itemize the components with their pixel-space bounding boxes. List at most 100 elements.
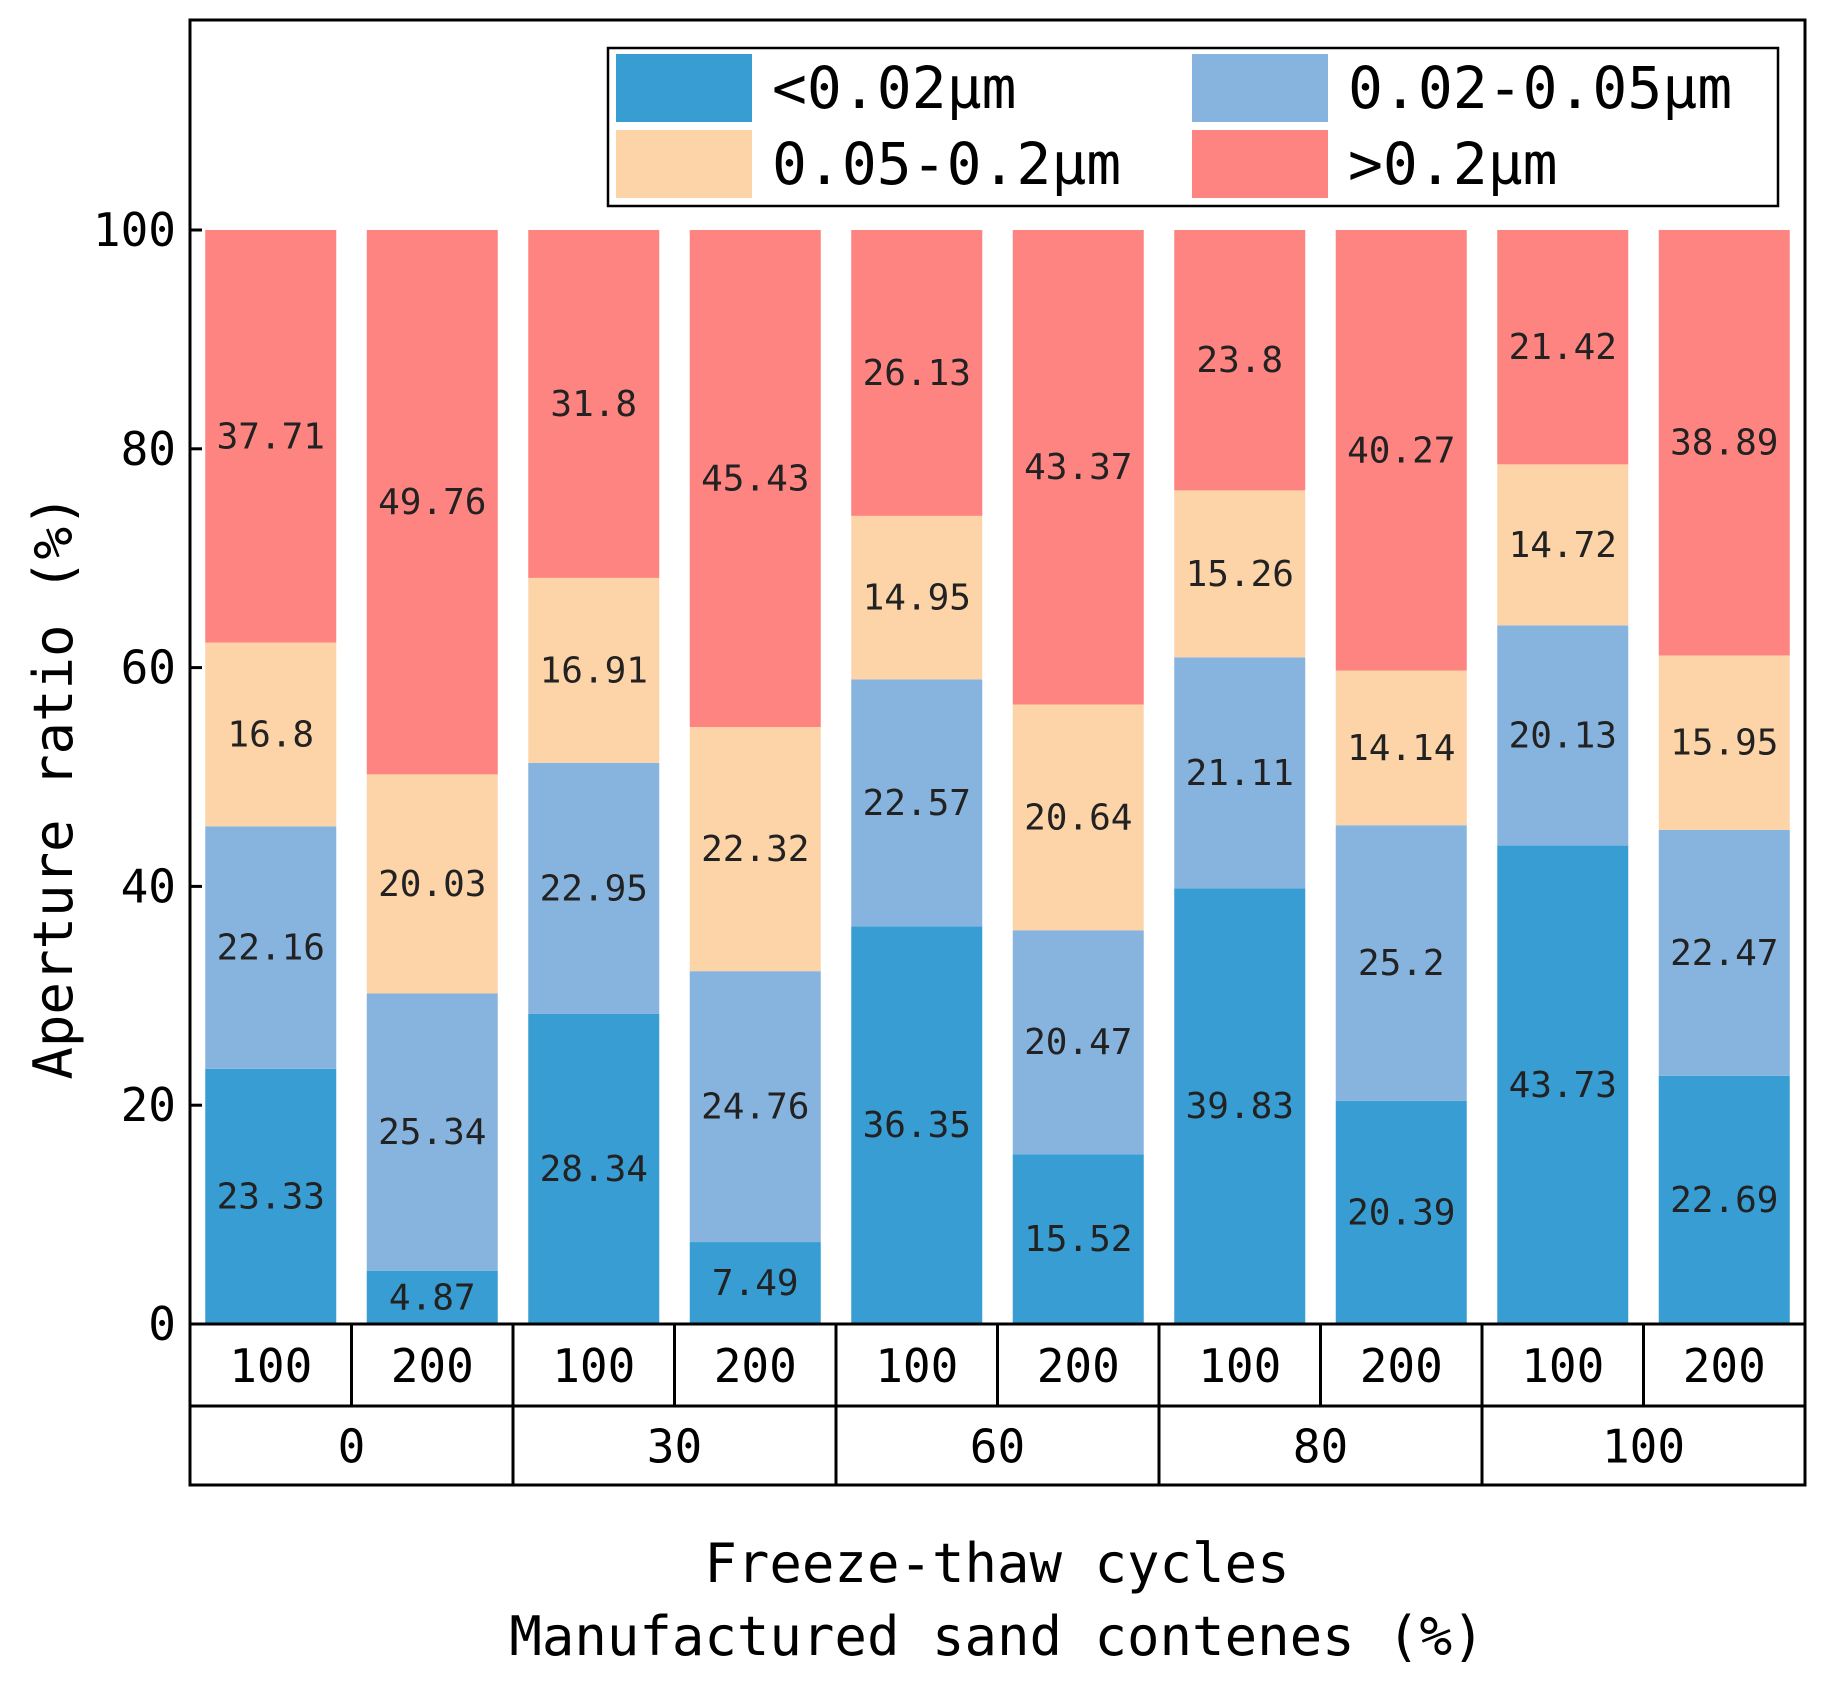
data-label-1-0: 22.16 — [217, 928, 325, 969]
x-tick-label: 100 — [1521, 1339, 1604, 1393]
x-group-label: 0 — [338, 1420, 366, 1474]
y-tick-label: 40 — [121, 859, 176, 913]
x-tick-label: 100 — [229, 1339, 312, 1393]
bar-segment-3-3 — [689, 230, 821, 728]
x-axis-title-line-2: Manufactured sand contenes (%) — [509, 1605, 1484, 1668]
bar-segment-2-9 — [1658, 655, 1790, 830]
data-label-0-1: 4.87 — [389, 1277, 476, 1318]
bar-segment-2-7 — [1335, 670, 1467, 826]
bar-segment-0-2 — [528, 1013, 660, 1324]
bar-segment-0-8 — [1497, 845, 1629, 1324]
x-group-label: 100 — [1602, 1420, 1685, 1474]
y-tick-label: 100 — [93, 203, 176, 257]
bar-segment-2-3 — [689, 727, 821, 972]
data-label-2-7: 14.14 — [1347, 728, 1455, 769]
legend-label-3: >0.2μm — [1348, 130, 1558, 198]
data-label-0-0: 23.33 — [217, 1176, 325, 1217]
x-group-label: 30 — [647, 1420, 702, 1474]
bar-segment-0-3 — [689, 1242, 821, 1324]
y-tick-label: 20 — [121, 1078, 176, 1132]
data-label-1-7: 25.2 — [1358, 943, 1445, 984]
data-label-2-9: 15.95 — [1670, 723, 1778, 764]
bar-segment-1-1 — [366, 993, 498, 1271]
legend-swatch-0 — [616, 54, 752, 122]
data-label-3-2: 31.8 — [550, 384, 637, 425]
x-tick-label: 200 — [714, 1339, 797, 1393]
bar-segment-2-0 — [205, 642, 337, 827]
x-group-label: 60 — [970, 1420, 1025, 1474]
bar-segment-1-0 — [205, 826, 337, 1069]
bar-segment-3-5 — [1012, 230, 1144, 705]
legend-swatch-1 — [1192, 54, 1328, 122]
bar-segment-0-9 — [1658, 1075, 1790, 1324]
x-tick-label: 100 — [1198, 1339, 1281, 1393]
data-label-1-1: 25.34 — [378, 1112, 486, 1153]
data-label-2-1: 20.03 — [378, 864, 486, 905]
data-label-2-6: 15.26 — [1186, 554, 1294, 595]
data-label-2-5: 20.64 — [1024, 797, 1132, 838]
bar-segment-2-8 — [1497, 464, 1629, 626]
bar-segment-2-2 — [528, 577, 660, 763]
x-group-label: 80 — [1293, 1420, 1348, 1474]
data-label-1-2: 22.95 — [540, 868, 648, 909]
data-label-0-4: 36.35 — [863, 1105, 971, 1146]
bar-segment-1-7 — [1335, 825, 1467, 1101]
data-label-1-5: 20.47 — [1024, 1022, 1132, 1063]
x-tick-label: 100 — [875, 1339, 958, 1393]
data-label-0-6: 39.83 — [1186, 1086, 1294, 1127]
bar-segment-3-0 — [205, 230, 337, 643]
legend-swatch-3 — [1192, 130, 1328, 198]
bar-segment-0-7 — [1335, 1100, 1467, 1324]
data-label-3-1: 49.76 — [378, 482, 486, 523]
bar-segment-2-1 — [366, 774, 498, 994]
bar-segment-1-3 — [689, 971, 821, 1243]
bar-segment-3-4 — [851, 230, 983, 516]
data-label-3-9: 38.89 — [1670, 423, 1778, 464]
bar-segment-3-1 — [366, 230, 498, 775]
data-label-0-7: 20.39 — [1347, 1192, 1455, 1233]
x-tick-label: 200 — [1037, 1339, 1120, 1393]
x-axis-title-line-1: Freeze-thaw cycles — [704, 1532, 1289, 1595]
bar-segment-3-2 — [528, 230, 660, 578]
bar-segment-1-6 — [1174, 657, 1306, 889]
data-label-2-0: 16.8 — [227, 714, 314, 755]
bar-segment-1-4 — [851, 679, 983, 927]
y-axis-title: Aperture ratio (%) — [22, 494, 85, 1079]
y-tick-label: 0 — [148, 1297, 176, 1351]
legend: <0.02μm 0.02-0.05μm 0.05-0.2μm >0.2μm — [606, 46, 1780, 208]
bar-segment-0-5 — [1012, 1154, 1144, 1324]
data-label-3-5: 43.37 — [1024, 447, 1132, 488]
bar-segment-2-6 — [1174, 490, 1306, 658]
x-tick-label: 100 — [552, 1339, 635, 1393]
bar-segment-3-7 — [1335, 230, 1467, 671]
data-labels-layer: 23.33 22.16 16.8 37.71 4.87 25.34 20.03 49.76 28… — [217, 327, 1779, 1318]
data-label-1-8: 20.13 — [1509, 715, 1617, 756]
bar-segment-1-9 — [1658, 829, 1790, 1076]
data-label-0-8: 43.73 — [1509, 1065, 1617, 1106]
legend-label-2: 0.05-0.2μm — [772, 130, 1121, 198]
bar-segment-3-6 — [1174, 230, 1306, 491]
bar-segment-3-8 — [1497, 230, 1629, 465]
data-label-0-3: 7.49 — [712, 1263, 799, 1304]
data-label-3-3: 45.43 — [701, 459, 809, 500]
x-tick-label: 200 — [1360, 1339, 1443, 1393]
bar-segment-2-4 — [851, 515, 983, 680]
data-label-1-4: 22.57 — [863, 783, 971, 824]
data-label-2-8: 14.72 — [1509, 525, 1617, 566]
y-tick-label: 80 — [121, 422, 176, 476]
data-label-1-9: 22.47 — [1670, 933, 1778, 974]
bar-segment-0-0 — [205, 1068, 337, 1324]
bar-segment-0-1 — [366, 1270, 498, 1324]
data-label-1-3: 24.76 — [701, 1087, 809, 1128]
data-label-3-6: 23.8 — [1196, 340, 1283, 381]
data-label-2-3: 22.32 — [701, 829, 809, 870]
bars-layer — [205, 230, 1790, 1324]
data-label-1-6: 21.11 — [1186, 753, 1294, 794]
data-label-2-2: 16.91 — [540, 650, 648, 691]
bar-segment-2-5 — [1012, 704, 1144, 931]
legend-swatch-2 — [616, 130, 752, 198]
bar-segment-1-5 — [1012, 930, 1144, 1155]
data-label-0-2: 28.34 — [540, 1149, 648, 1190]
